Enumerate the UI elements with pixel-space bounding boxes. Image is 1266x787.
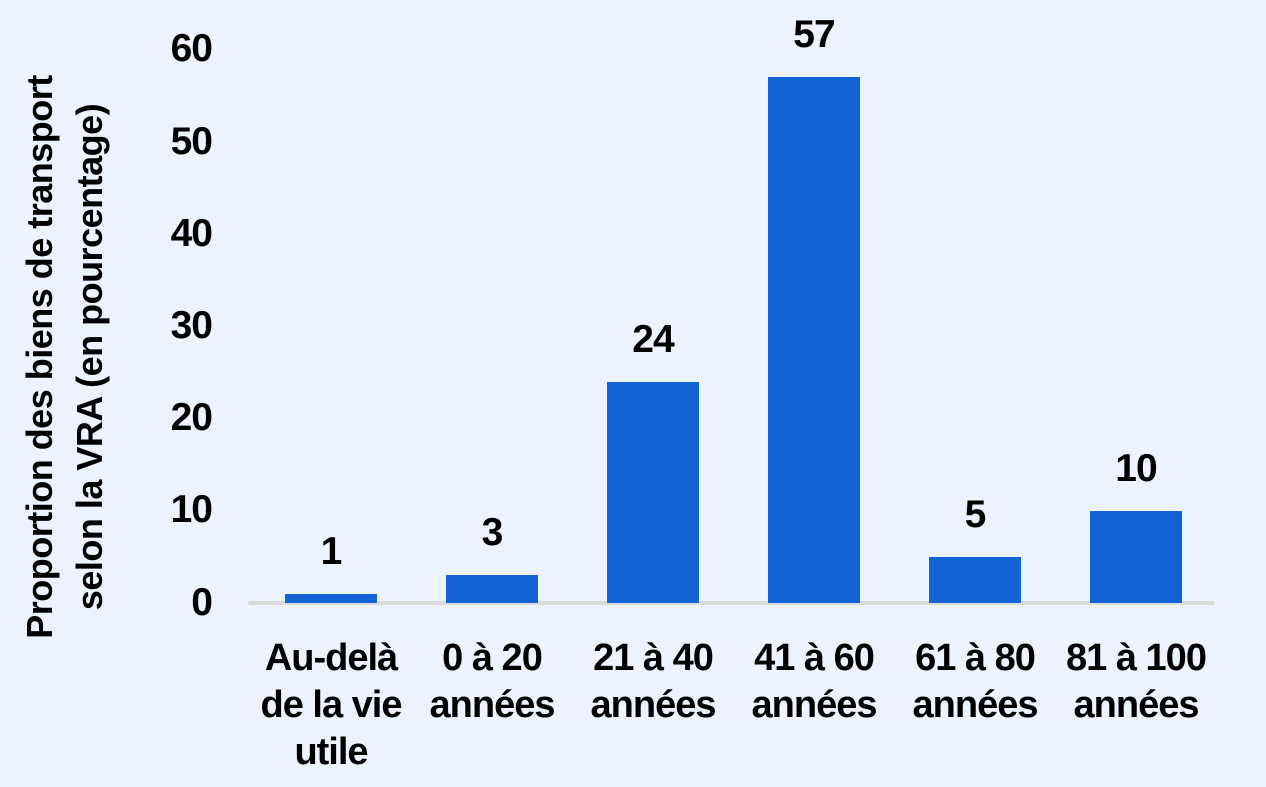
bar <box>768 77 860 603</box>
bar-value-label: 3 <box>481 511 504 554</box>
bar <box>285 594 377 603</box>
x-axis-category-label: 81 à 100 années <box>1066 637 1207 726</box>
x-axis-line <box>248 601 1215 605</box>
bar <box>446 575 538 603</box>
y-tick-label: 0 <box>191 580 213 624</box>
bar-value-label: 57 <box>793 13 835 56</box>
y-tick-label: 60 <box>170 27 213 71</box>
bar <box>607 382 699 603</box>
bar-value-label: 1 <box>320 530 343 573</box>
y-tick-label: 40 <box>170 211 213 255</box>
y-tick-label: 30 <box>170 303 213 347</box>
y-tick-label: 50 <box>170 119 213 163</box>
x-axis-category-label: 61 à 80 années <box>912 637 1039 726</box>
bar-value-label: 24 <box>632 318 674 361</box>
bar <box>1090 511 1182 603</box>
x-axis-category-label: 21 à 40 années <box>590 637 717 726</box>
x-axis-category-label: 0 à 20 années <box>429 637 556 726</box>
x-axis-category-label: Au-delà de la vie utile <box>260 637 403 773</box>
x-axis-category-label: 41 à 60 années <box>751 637 878 726</box>
bar <box>929 557 1021 603</box>
y-tick-label: 10 <box>170 488 213 532</box>
y-tick-label: 20 <box>170 396 213 440</box>
y-axis-title: Proportion des biens de transport selon … <box>15 2 115 712</box>
y-axis-title-line1: Proportion des biens de transport <box>19 75 60 639</box>
y-axis-title-line2: selon la VRA (en pourcentage) <box>69 103 110 611</box>
bar-value-label: 5 <box>964 493 987 536</box>
bar-value-label: 10 <box>1115 447 1157 490</box>
